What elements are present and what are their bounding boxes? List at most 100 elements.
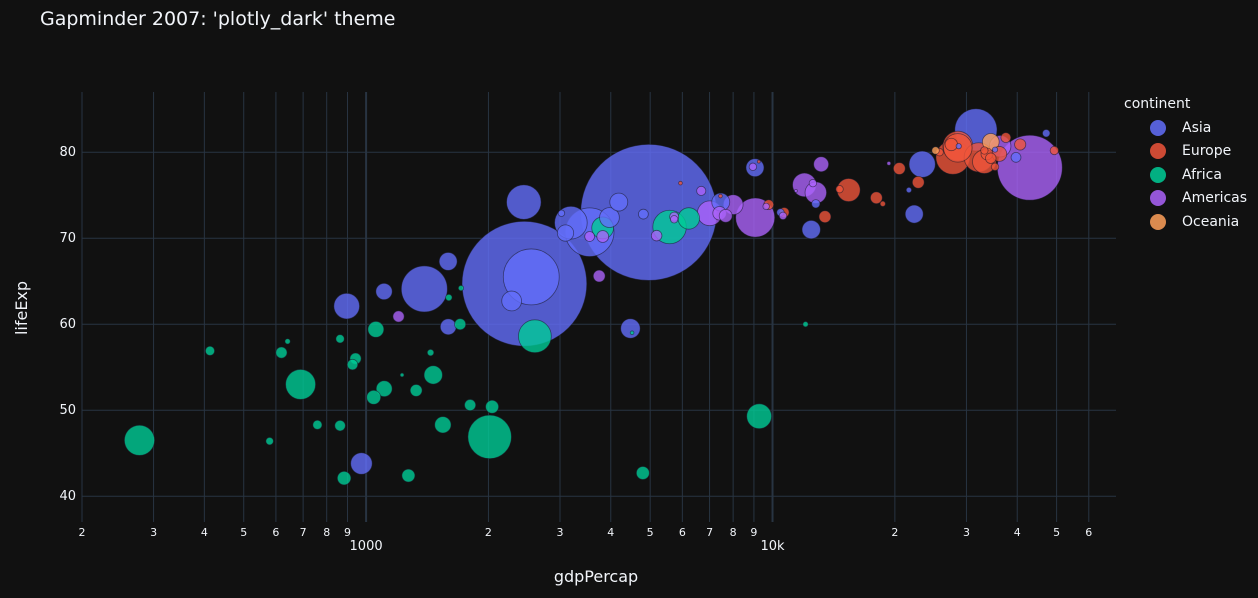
x-minor-tick-label: 9 bbox=[750, 526, 757, 539]
legend-item-africa[interactable]: Africa bbox=[1124, 163, 1247, 187]
y-tick-label: 70 bbox=[59, 231, 76, 246]
data-point-africa bbox=[123, 424, 155, 456]
data-point-asia bbox=[905, 186, 912, 194]
data-point-americas bbox=[886, 161, 892, 166]
data-point-asia bbox=[438, 252, 458, 271]
y-tick-label: 50 bbox=[59, 403, 76, 418]
data-point-africa bbox=[426, 348, 435, 357]
y-axis-label: lifeExp bbox=[12, 281, 31, 335]
x-minor-tick-label: 8 bbox=[323, 526, 330, 539]
data-points bbox=[123, 108, 1063, 486]
data-point-europe bbox=[835, 185, 844, 194]
y-tick-label: 80 bbox=[59, 145, 76, 160]
y-tick-label: 60 bbox=[59, 317, 76, 332]
x-axis-label: gdpPercap bbox=[554, 567, 638, 586]
data-point-africa bbox=[346, 358, 359, 371]
data-point-asia bbox=[811, 199, 821, 209]
legend-label: Asia bbox=[1182, 119, 1212, 136]
data-point-asia bbox=[556, 224, 575, 242]
data-point-europe bbox=[944, 137, 958, 152]
data-point-asia bbox=[439, 318, 457, 336]
data-point-europe bbox=[678, 180, 683, 186]
data-point-americas bbox=[392, 310, 405, 323]
data-point-africa bbox=[312, 419, 323, 430]
data-point-asia bbox=[557, 209, 566, 217]
x-minor-tick-label: 2 bbox=[79, 526, 86, 539]
legend-swatch bbox=[1150, 166, 1166, 183]
x-minor-tick-label: 6 bbox=[1085, 526, 1092, 539]
legend-item-europe[interactable]: Europe bbox=[1124, 140, 1247, 164]
data-point-asia bbox=[1010, 152, 1022, 163]
legend-swatch bbox=[1150, 213, 1166, 230]
x-minor-tick-label: 3 bbox=[150, 526, 157, 539]
x-minor-tick-label: 7 bbox=[300, 526, 307, 539]
data-point-africa bbox=[457, 285, 465, 292]
data-point-oceania bbox=[931, 146, 940, 155]
legend: continent Asia Europe Africa Americas Oceani… bbox=[1124, 96, 1247, 234]
legend-swatch bbox=[1150, 143, 1166, 160]
data-point-asia bbox=[620, 318, 641, 339]
legend-item-asia[interactable]: Asia bbox=[1124, 116, 1247, 140]
legend-label: Oceania bbox=[1182, 213, 1240, 230]
data-point-americas bbox=[718, 208, 733, 223]
data-point-africa bbox=[375, 380, 393, 398]
data-point-africa bbox=[275, 346, 288, 359]
legend-label: Europe bbox=[1182, 143, 1232, 160]
data-point-asia bbox=[1042, 129, 1051, 138]
data-point-asia bbox=[502, 248, 560, 306]
x-minor-tick-label: 8 bbox=[730, 526, 737, 539]
x-minor-tick-label: 6 bbox=[679, 526, 686, 539]
data-point-africa bbox=[635, 466, 650, 480]
data-point-africa bbox=[265, 437, 274, 446]
x-major-tick-label: 1000 bbox=[350, 539, 383, 554]
data-point-asia bbox=[638, 208, 649, 220]
data-point-europe bbox=[892, 162, 906, 175]
data-point-europe bbox=[718, 193, 723, 199]
data-point-americas bbox=[596, 230, 610, 243]
data-point-africa bbox=[802, 321, 809, 328]
legend-swatch bbox=[1150, 119, 1166, 136]
data-point-asia bbox=[609, 192, 629, 212]
data-point-africa bbox=[366, 389, 382, 405]
data-point-europe bbox=[818, 210, 832, 224]
data-point-africa bbox=[423, 365, 443, 385]
x-minor-tick-label: 2 bbox=[891, 526, 898, 539]
data-point-africa bbox=[746, 403, 772, 430]
data-point-africa bbox=[409, 384, 423, 397]
data-point-africa bbox=[434, 416, 452, 434]
data-point-asia bbox=[599, 207, 620, 228]
x-major-tick-label: 10k bbox=[760, 539, 785, 554]
data-point-europe bbox=[1000, 132, 1012, 143]
data-point-americas bbox=[650, 229, 663, 242]
data-point-asia bbox=[375, 282, 393, 301]
data-point-americas bbox=[793, 188, 798, 193]
data-point-africa bbox=[335, 334, 345, 344]
data-point-americas bbox=[584, 231, 595, 242]
data-point-europe bbox=[1049, 145, 1059, 156]
data-point-americas bbox=[778, 211, 788, 220]
data-point-africa bbox=[454, 318, 467, 331]
x-minor-tick-label: 3 bbox=[557, 526, 564, 539]
data-point-americas bbox=[592, 269, 606, 283]
data-point-americas bbox=[808, 179, 818, 188]
legend-label: Americas bbox=[1182, 190, 1248, 207]
data-point-africa bbox=[677, 207, 700, 230]
data-point-africa bbox=[334, 419, 346, 432]
y-tick-labels: 40 50 60 70 80 bbox=[59, 145, 76, 504]
x-minor-tick-label: 2 bbox=[485, 526, 492, 539]
data-point-americas bbox=[748, 162, 758, 171]
data-point-europe bbox=[985, 152, 997, 164]
data-point-americas bbox=[762, 202, 770, 211]
legend-item-americas[interactable]: Americas bbox=[1124, 187, 1247, 211]
data-point-asia bbox=[506, 184, 542, 220]
legend-item-oceania[interactable]: Oceania bbox=[1124, 210, 1247, 234]
data-point-asia bbox=[801, 220, 821, 240]
x-minor-tick-label: 9 bbox=[344, 526, 351, 539]
data-point-africa bbox=[485, 399, 499, 414]
legend-label: Africa bbox=[1182, 166, 1222, 183]
data-point-africa bbox=[367, 321, 385, 338]
data-point-americas bbox=[696, 185, 707, 196]
y-tick-label: 40 bbox=[59, 489, 76, 504]
